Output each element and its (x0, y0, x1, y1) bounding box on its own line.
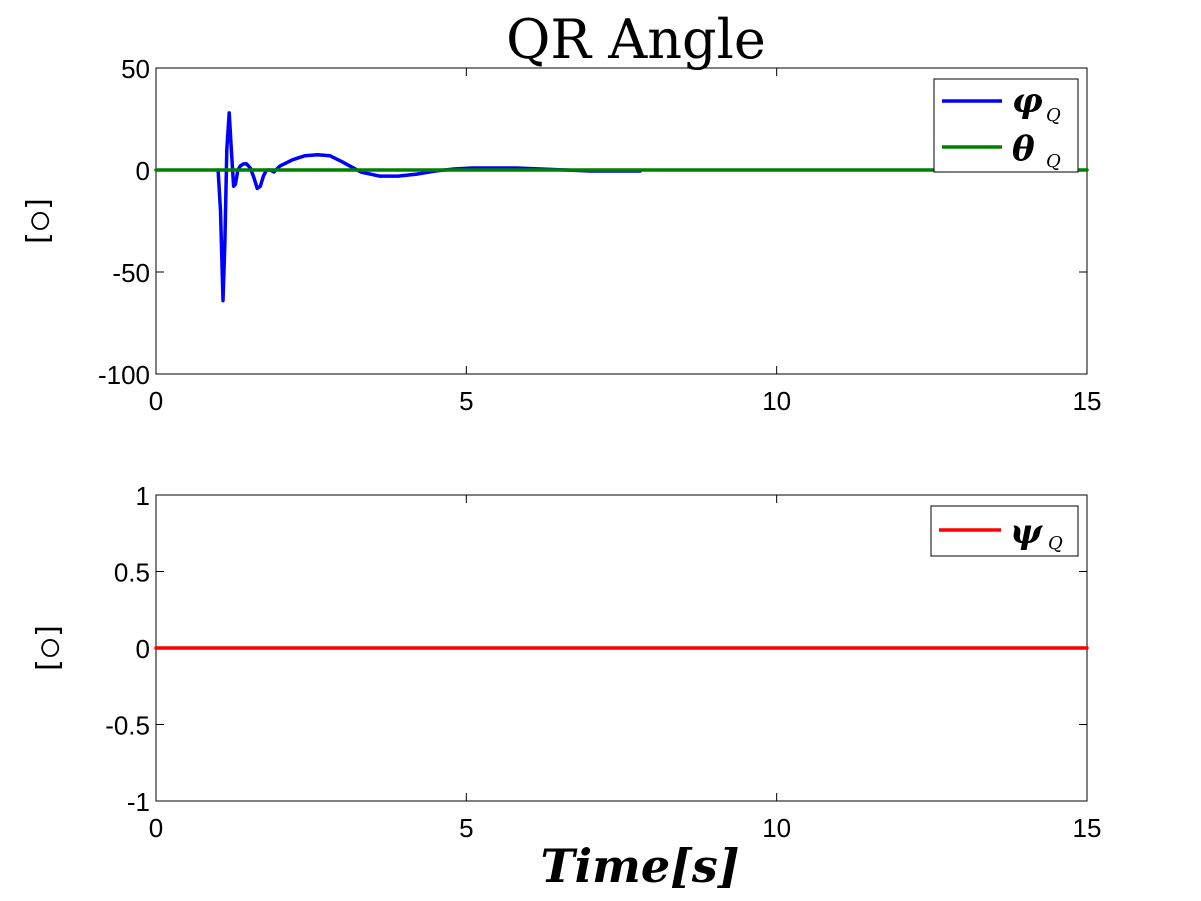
bottom-y-tick-label: 0 (136, 634, 150, 664)
top-tick-layer: 0 5 10 15 50 0 -50 -100 (98, 54, 1102, 416)
top-y-axis-label: [○] (21, 194, 56, 248)
bottom-y-tick-label: -1 (127, 787, 150, 817)
top-x-tick-label: 5 (459, 386, 473, 416)
bottom-x-tick-label: 0 (149, 813, 163, 843)
top-x-tick-label: 0 (149, 386, 163, 416)
top-series-line-0 (216, 111, 642, 303)
legend-label-phi: φ (1012, 81, 1043, 121)
legend-label-theta: θ (1012, 129, 1035, 169)
top-legend: φ Q θ Q (933, 78, 1079, 173)
bottom-axes: 0 5 10 15 1 0.5 0 -0.5 -1 [○] Time[s] ψ Q (31, 481, 1101, 893)
legend-sub-phi: Q (1046, 105, 1061, 126)
top-x-tick-label: 10 (762, 386, 791, 416)
top-x-tick-label: 15 (1073, 386, 1102, 416)
bottom-x-tick-label: 10 (762, 813, 791, 843)
figure-title: QR Angle (506, 8, 766, 71)
top-plot-area (155, 67, 1088, 375)
top-axes: 0 5 10 15 50 0 -50 -100 [○] φ Q θ Q (21, 54, 1101, 416)
legend-sub-theta: Q (1046, 151, 1061, 172)
bottom-y-tick-label: -0.5 (105, 711, 150, 741)
top-legend-box (933, 78, 1079, 173)
bottom-y-axis-label: [○] (31, 621, 66, 675)
bottom-legend: ψ Q (930, 505, 1079, 557)
bottom-x-tick-label: 5 (459, 813, 473, 843)
top-y-tick-label: -50 (112, 258, 150, 288)
bottom-x-tick-label: 15 (1073, 813, 1102, 843)
top-y-tick-label: 0 (136, 156, 150, 186)
bottom-tick-layer: 0 5 10 15 1 0.5 0 -0.5 -1 (105, 481, 1101, 843)
legend-sub-psi: Q (1048, 533, 1063, 554)
bottom-y-tick-label: 1 (136, 481, 150, 511)
bottom-y-tick-label: 0.5 (114, 558, 150, 588)
top-y-tick-label: 50 (121, 54, 150, 84)
legend-label-psi: ψ (1010, 512, 1043, 552)
x-axis-label: Time[s] (540, 839, 739, 893)
top-series-layer (154, 111, 1089, 303)
top-y-tick-label: -100 (98, 360, 150, 390)
